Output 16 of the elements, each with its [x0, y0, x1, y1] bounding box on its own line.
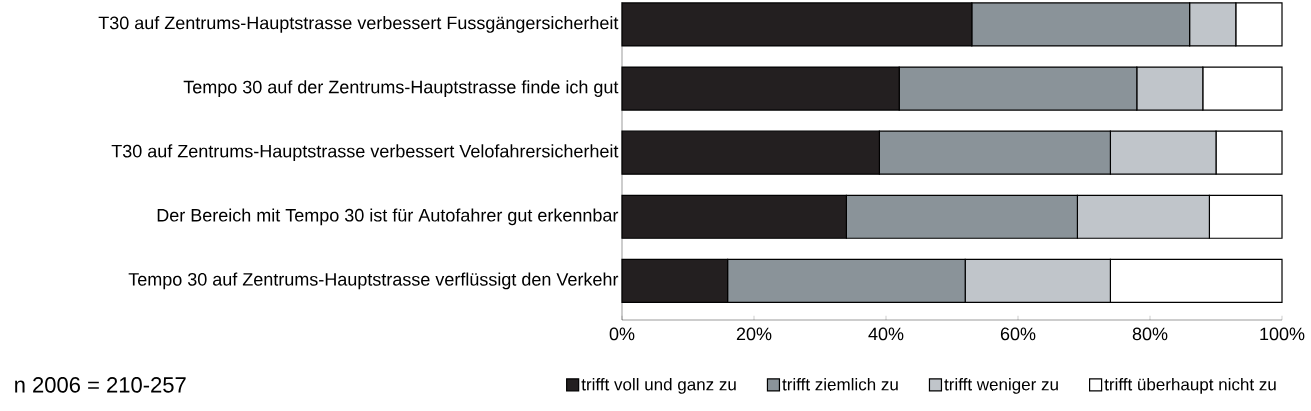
x-tick-label: 20%: [736, 327, 772, 341]
legend-label: trifft überhaupt nicht zu: [1104, 377, 1276, 394]
y-tick-label: T30 auf Zentrums-Hauptstrasse verbessert Velofahrersicherheit: [111, 144, 619, 162]
y-tick-label: Der Bereich mit Tempo 30 ist für Autofahrer gut erkennbar: [157, 208, 619, 226]
x-tick-label: 100%: [1260, 327, 1305, 341]
y-tick-label: T30 auf Zentrums-Hauptstrasse verbessert Fussgängersicherheit: [98, 16, 619, 33]
y-tick-label: Tempo 30 auf Zentrums-Hauptstrasse verflüssigt den Verkehr: [128, 272, 619, 290]
text: n 2006 = 210-257: [15, 377, 186, 393]
legend-label: trifft weniger zu: [944, 377, 1058, 394]
x-tick-label: 40%: [868, 327, 904, 341]
legend-label: trifft ziemlich zu: [782, 377, 898, 391]
x-tick-label: 60%: [1000, 327, 1036, 341]
x-tick-label: 0%: [609, 327, 635, 341]
x-tick-label: 80%: [1132, 327, 1168, 341]
y-tick-label: Tempo 30 auf der Zentrums-Hauptstrasse finde ich gut: [183, 80, 619, 97]
legend-label: trifft voll und ganz zu: [581, 377, 736, 394]
